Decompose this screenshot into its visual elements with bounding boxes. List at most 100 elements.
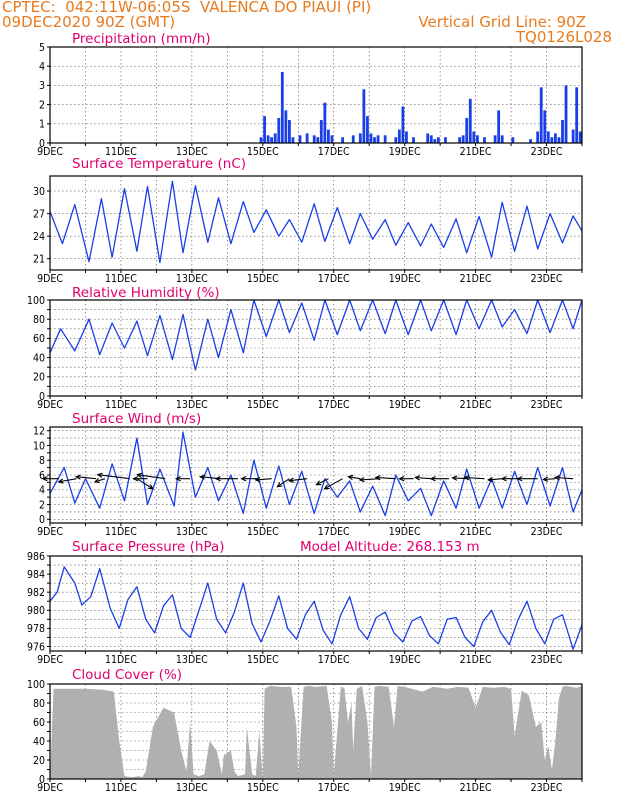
precip-bar <box>263 116 266 143</box>
precip-bar <box>341 137 344 143</box>
precip-bar <box>366 116 369 143</box>
wind-vector-arrowhead <box>93 478 100 484</box>
temperature-series-line <box>49 180 583 264</box>
wind-vector-arrowhead <box>323 484 330 490</box>
y-tick-label: 984 <box>27 569 45 581</box>
wind-vector-arrowhead <box>500 476 507 482</box>
wind-vector-arrow <box>488 478 503 481</box>
x-tick-label: 23DEC <box>531 399 563 411</box>
cloud-cover-area <box>50 685 582 779</box>
x-tick-label: 21DEC <box>460 399 492 411</box>
x-tick-label: 19DEC <box>389 146 421 158</box>
precip-bar <box>291 137 295 143</box>
y-tick-label: 40 <box>33 736 45 748</box>
precip-bar <box>323 102 327 143</box>
y-tick-label: 10 <box>33 440 45 452</box>
x-tick-label: 9DEC <box>37 782 63 794</box>
y-tick-label: 80 <box>33 314 45 326</box>
y-tick-label: 4 <box>39 485 45 497</box>
x-tick-label: 23DEC <box>531 782 563 794</box>
precip-bar <box>550 137 554 143</box>
header-date-line: 09DEC2020 90Z (GMT) <box>2 13 176 31</box>
precip-bar <box>529 139 532 143</box>
pressure-series-line <box>49 566 583 650</box>
panel-humidity: 0 20 40 60 80 100 9DEC 11DEC 13DEC 15DEC 17DEC 19DE… <box>27 285 583 411</box>
precip-bar <box>327 129 330 143</box>
precip-bar <box>277 118 281 143</box>
y-tick-label: 24 <box>33 231 45 243</box>
x-tick-label: 11DEC <box>105 146 137 158</box>
precip-bar <box>493 135 497 143</box>
x-tick-label: 15DEC <box>247 654 279 666</box>
wind-vector-arrowhead <box>74 474 81 480</box>
y-tick-label: 12 <box>33 425 45 437</box>
precip-bar <box>571 129 575 143</box>
wind-series-line <box>49 431 583 517</box>
wind-vector-arrowhead <box>41 476 48 482</box>
x-tick-label: 11DEC <box>105 273 137 285</box>
panel-title-wind: Surface Wind (m/s) <box>72 411 201 427</box>
precip-bar <box>330 135 334 143</box>
y-tick-label: 5 <box>39 42 45 54</box>
wind-vector-arrow <box>58 478 77 483</box>
x-tick-label: 17DEC <box>318 273 350 285</box>
precip-bar <box>554 133 557 143</box>
wind-vector-arrow <box>324 478 343 490</box>
precip-bar <box>259 137 263 143</box>
x-tick-label: 9DEC <box>37 399 63 411</box>
header-station-line: CPTEC: 042:11W-06:05S VALENCA DO PIAUI (… <box>2 0 372 16</box>
header: CPTEC: 042:11W-06:05S VALENCA DO PIAUI (… <box>0 0 618 46</box>
wind-vector-arrow <box>359 478 380 481</box>
x-tick-label: 13DEC <box>176 654 208 666</box>
model-altitude-label: Model Altitude: 268.153 m <box>300 539 480 555</box>
y-tick-label: 80 <box>33 698 45 710</box>
precip-bar <box>429 135 433 143</box>
panel-frame <box>49 175 583 271</box>
precip-bar <box>394 137 398 143</box>
x-tick-label: 9DEC <box>37 526 63 538</box>
y-tick-label: 6 <box>39 470 45 482</box>
wind-vector-arrowhead <box>553 475 561 481</box>
precip-bar <box>444 137 447 143</box>
y-tick-label: 27 <box>33 208 45 220</box>
header-model-code: TQ0126L028 <box>515 28 612 46</box>
wind-vector-arrowhead <box>374 475 381 481</box>
panel-title-cloud: Cloud Cover (%) <box>72 667 182 683</box>
precip-bar <box>543 110 547 143</box>
wind-vector-arrowhead <box>96 472 103 478</box>
precip-bar <box>358 133 362 143</box>
x-tick-label: 21DEC <box>460 526 492 538</box>
wind-vector-arrowhead <box>214 476 221 482</box>
y-tick-label: 0 <box>39 514 45 526</box>
y-tick-label: 8 <box>39 455 45 467</box>
precip-bar <box>284 110 288 143</box>
x-tick-label: 15DEC <box>247 399 279 411</box>
precip-bar <box>288 119 291 143</box>
x-tick-label: 13DEC <box>176 782 208 794</box>
precip-bar <box>280 71 284 143</box>
wind-vector-arrowhead <box>315 480 322 486</box>
wind-vector-arrow <box>375 476 396 480</box>
wind-vector-arrowhead <box>358 477 365 483</box>
x-tick-label: 23DEC <box>531 146 563 158</box>
x-tick-label: 19DEC <box>389 273 421 285</box>
x-tick-label: 19DEC <box>389 526 421 538</box>
x-tick-label: 15DEC <box>247 526 279 538</box>
precip-bar <box>298 135 302 143</box>
x-tick-label: 23DEC <box>531 526 563 538</box>
y-tick-label: 3 <box>39 80 45 92</box>
x-tick-label: 21DEC <box>460 146 492 158</box>
wind-vector-arrowhead <box>136 472 143 478</box>
wind-vector-arrowhead <box>147 484 154 490</box>
precip-bar <box>475 135 479 143</box>
panel-title-precipitation: Precipitation (mm/h) <box>72 31 211 47</box>
panel-cloud: 0 20 40 60 80 100 9DEC 11DEC 13DEC 15DEC 17DEC 19DE… <box>27 667 583 794</box>
y-tick-label: 986 <box>27 551 45 563</box>
panel-precipitation: 0 1 2 3 4 5 9DEC 11DEC 13DEC 15DEC 17DEC 19DEC 21DEC… <box>37 31 583 158</box>
x-tick-label: 11DEC <box>105 782 137 794</box>
precip-bar <box>468 98 472 143</box>
precip-bar <box>536 131 540 143</box>
wind-vector-arrow <box>94 478 106 483</box>
wind-vector-arrowhead <box>287 477 294 483</box>
